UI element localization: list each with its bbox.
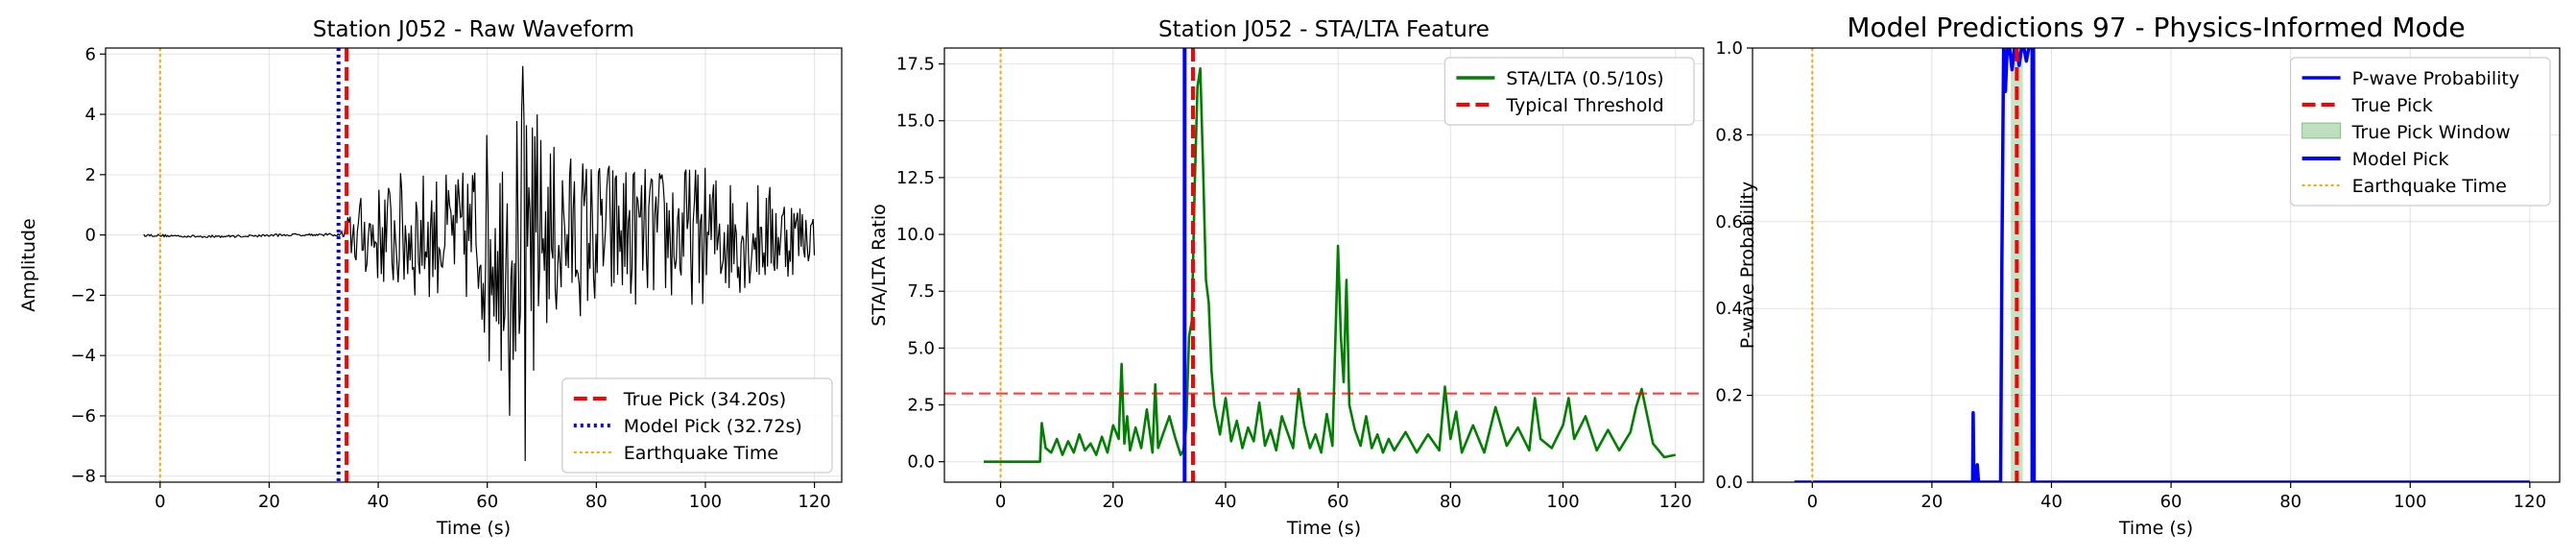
x-tick-label: 0 <box>995 492 1006 512</box>
legend-label: True Pick Window <box>2351 122 2511 143</box>
legend-label: Earthquake Time <box>2352 176 2507 197</box>
y-tick-label: 0.0 <box>1715 473 1743 493</box>
x-tick-label: 40 <box>2040 492 2063 512</box>
y-tick-label: 17.5 <box>896 55 935 75</box>
axes-frame <box>943 47 1705 483</box>
legend-label: True Pick <box>2351 95 2433 116</box>
y-tick-label: −2 <box>70 285 96 305</box>
y-axis-label: STA/LTA Ratio <box>869 204 890 327</box>
legend: True Pick (34.20s) Model Pick (32.72s) Ear… <box>561 377 833 474</box>
chart-title: Station J052 - STA/LTA Feature <box>1158 17 1490 42</box>
legend: P-wave Probability True Pick True Pick Win… <box>2290 57 2551 207</box>
legend-label: True Pick (34.20s) <box>623 389 786 410</box>
y-tick-label: −4 <box>70 346 96 366</box>
chart-title: Station J052 - Raw Waveform <box>313 17 634 42</box>
x-tick-label: 0 <box>1807 492 1818 512</box>
y-tick-label: 0.8 <box>1715 125 1743 145</box>
y-tick-label: 1.0 <box>1715 38 1743 59</box>
x-tick-label: 60 <box>2160 492 2182 512</box>
y-tick-label: 6 <box>85 44 96 64</box>
sta-lta-line <box>984 67 1676 463</box>
x-tick-label: 20 <box>1920 492 1943 512</box>
x-tick-label: 20 <box>1102 492 1124 512</box>
x-axis-label: Time (s) <box>2118 518 2193 539</box>
plot-area <box>944 48 1704 482</box>
chart-title: Model Predictions 97 - Physics-Informed … <box>1847 12 2465 43</box>
y-tick-label: 15.0 <box>896 111 935 132</box>
legend-label: P-wave Probability <box>2352 68 2520 89</box>
chart-panel-2: 0 20 40 60 80 100 120 0.0 2.5 5.0 7.5 10.0 12.5 15.0 1… <box>869 17 1705 539</box>
y-tick-label: 7.5 <box>907 281 935 302</box>
axes-frame <box>105 47 843 483</box>
y-tick-label: 0.4 <box>1715 299 1743 319</box>
x-tick-label: 40 <box>1215 492 1237 512</box>
grid <box>106 48 842 482</box>
plot-area <box>143 48 816 482</box>
plot-area <box>1794 48 2530 482</box>
y-axis-label: Amplitude <box>18 218 39 311</box>
y-tick-label: 0.0 <box>907 452 935 473</box>
legend-label: STA/LTA (0.5/10s) <box>1506 68 1663 89</box>
y-tick-label: 0 <box>85 226 96 246</box>
legend-box <box>561 377 833 474</box>
y-tick-label: 10.0 <box>896 225 935 245</box>
x-tick-label: 60 <box>1327 492 1349 512</box>
legend: STA/LTA (0.5/10s) Typical Threshold <box>1443 57 1695 126</box>
y-tick-label: 0.2 <box>1715 386 1743 406</box>
x-tick-label: 100 <box>2394 492 2426 512</box>
x-tick-label: 120 <box>1659 492 1692 512</box>
y-tick-label: −6 <box>70 406 96 426</box>
legend-box <box>1443 57 1695 126</box>
x-tick-label: 60 <box>476 492 498 512</box>
y-tick-label: 4 <box>85 105 96 125</box>
y-tick-label: 5.0 <box>907 338 935 358</box>
x-tick-label: 0 <box>155 492 165 512</box>
y-tick-label: −8 <box>70 467 96 487</box>
x-tick-label: 80 <box>1440 492 1462 512</box>
x-tick-label: 80 <box>585 492 608 512</box>
legend-label: Earthquake Time <box>624 443 778 464</box>
x-tick-label: 20 <box>258 492 280 512</box>
y-tick-label: 2.5 <box>907 396 935 416</box>
legend-label: Typical Threshold <box>1505 95 1663 116</box>
legend-label: Model Pick (32.72s) <box>624 416 802 437</box>
grid <box>944 48 1704 482</box>
y-axis-label: P-wave Probability <box>1737 182 1758 350</box>
y-tick-label: 0.6 <box>1715 212 1743 232</box>
x-tick-label: 100 <box>1546 492 1579 512</box>
chart-panel-1: 0 20 40 60 80 100 120 −8 −6 −4 −2 0 2 4 6 Station J052 … <box>18 17 843 539</box>
legend-box <box>2290 57 2551 207</box>
axes-frame <box>1752 47 2561 483</box>
chart-panel-3: 0 20 40 60 80 100 120 0.0 0.2 0.4 0.6 0.8 1.0 Model P… <box>1715 12 2561 539</box>
x-axis-label: Time (s) <box>1286 518 1361 539</box>
x-tick-label: 120 <box>2514 492 2546 512</box>
waveform-line <box>143 65 816 462</box>
x-tick-label: 120 <box>798 492 830 512</box>
x-tick-label: 80 <box>2279 492 2302 512</box>
y-tick-label: 2 <box>85 165 96 185</box>
legend-label: Model Pick <box>2352 149 2449 170</box>
y-tick-label: 12.5 <box>896 168 935 188</box>
legend-swatch <box>2302 122 2342 139</box>
x-tick-label: 100 <box>689 492 722 512</box>
x-axis-label: Time (s) <box>436 518 511 539</box>
x-tick-label: 40 <box>368 492 390 512</box>
probability-line <box>1794 48 2530 482</box>
